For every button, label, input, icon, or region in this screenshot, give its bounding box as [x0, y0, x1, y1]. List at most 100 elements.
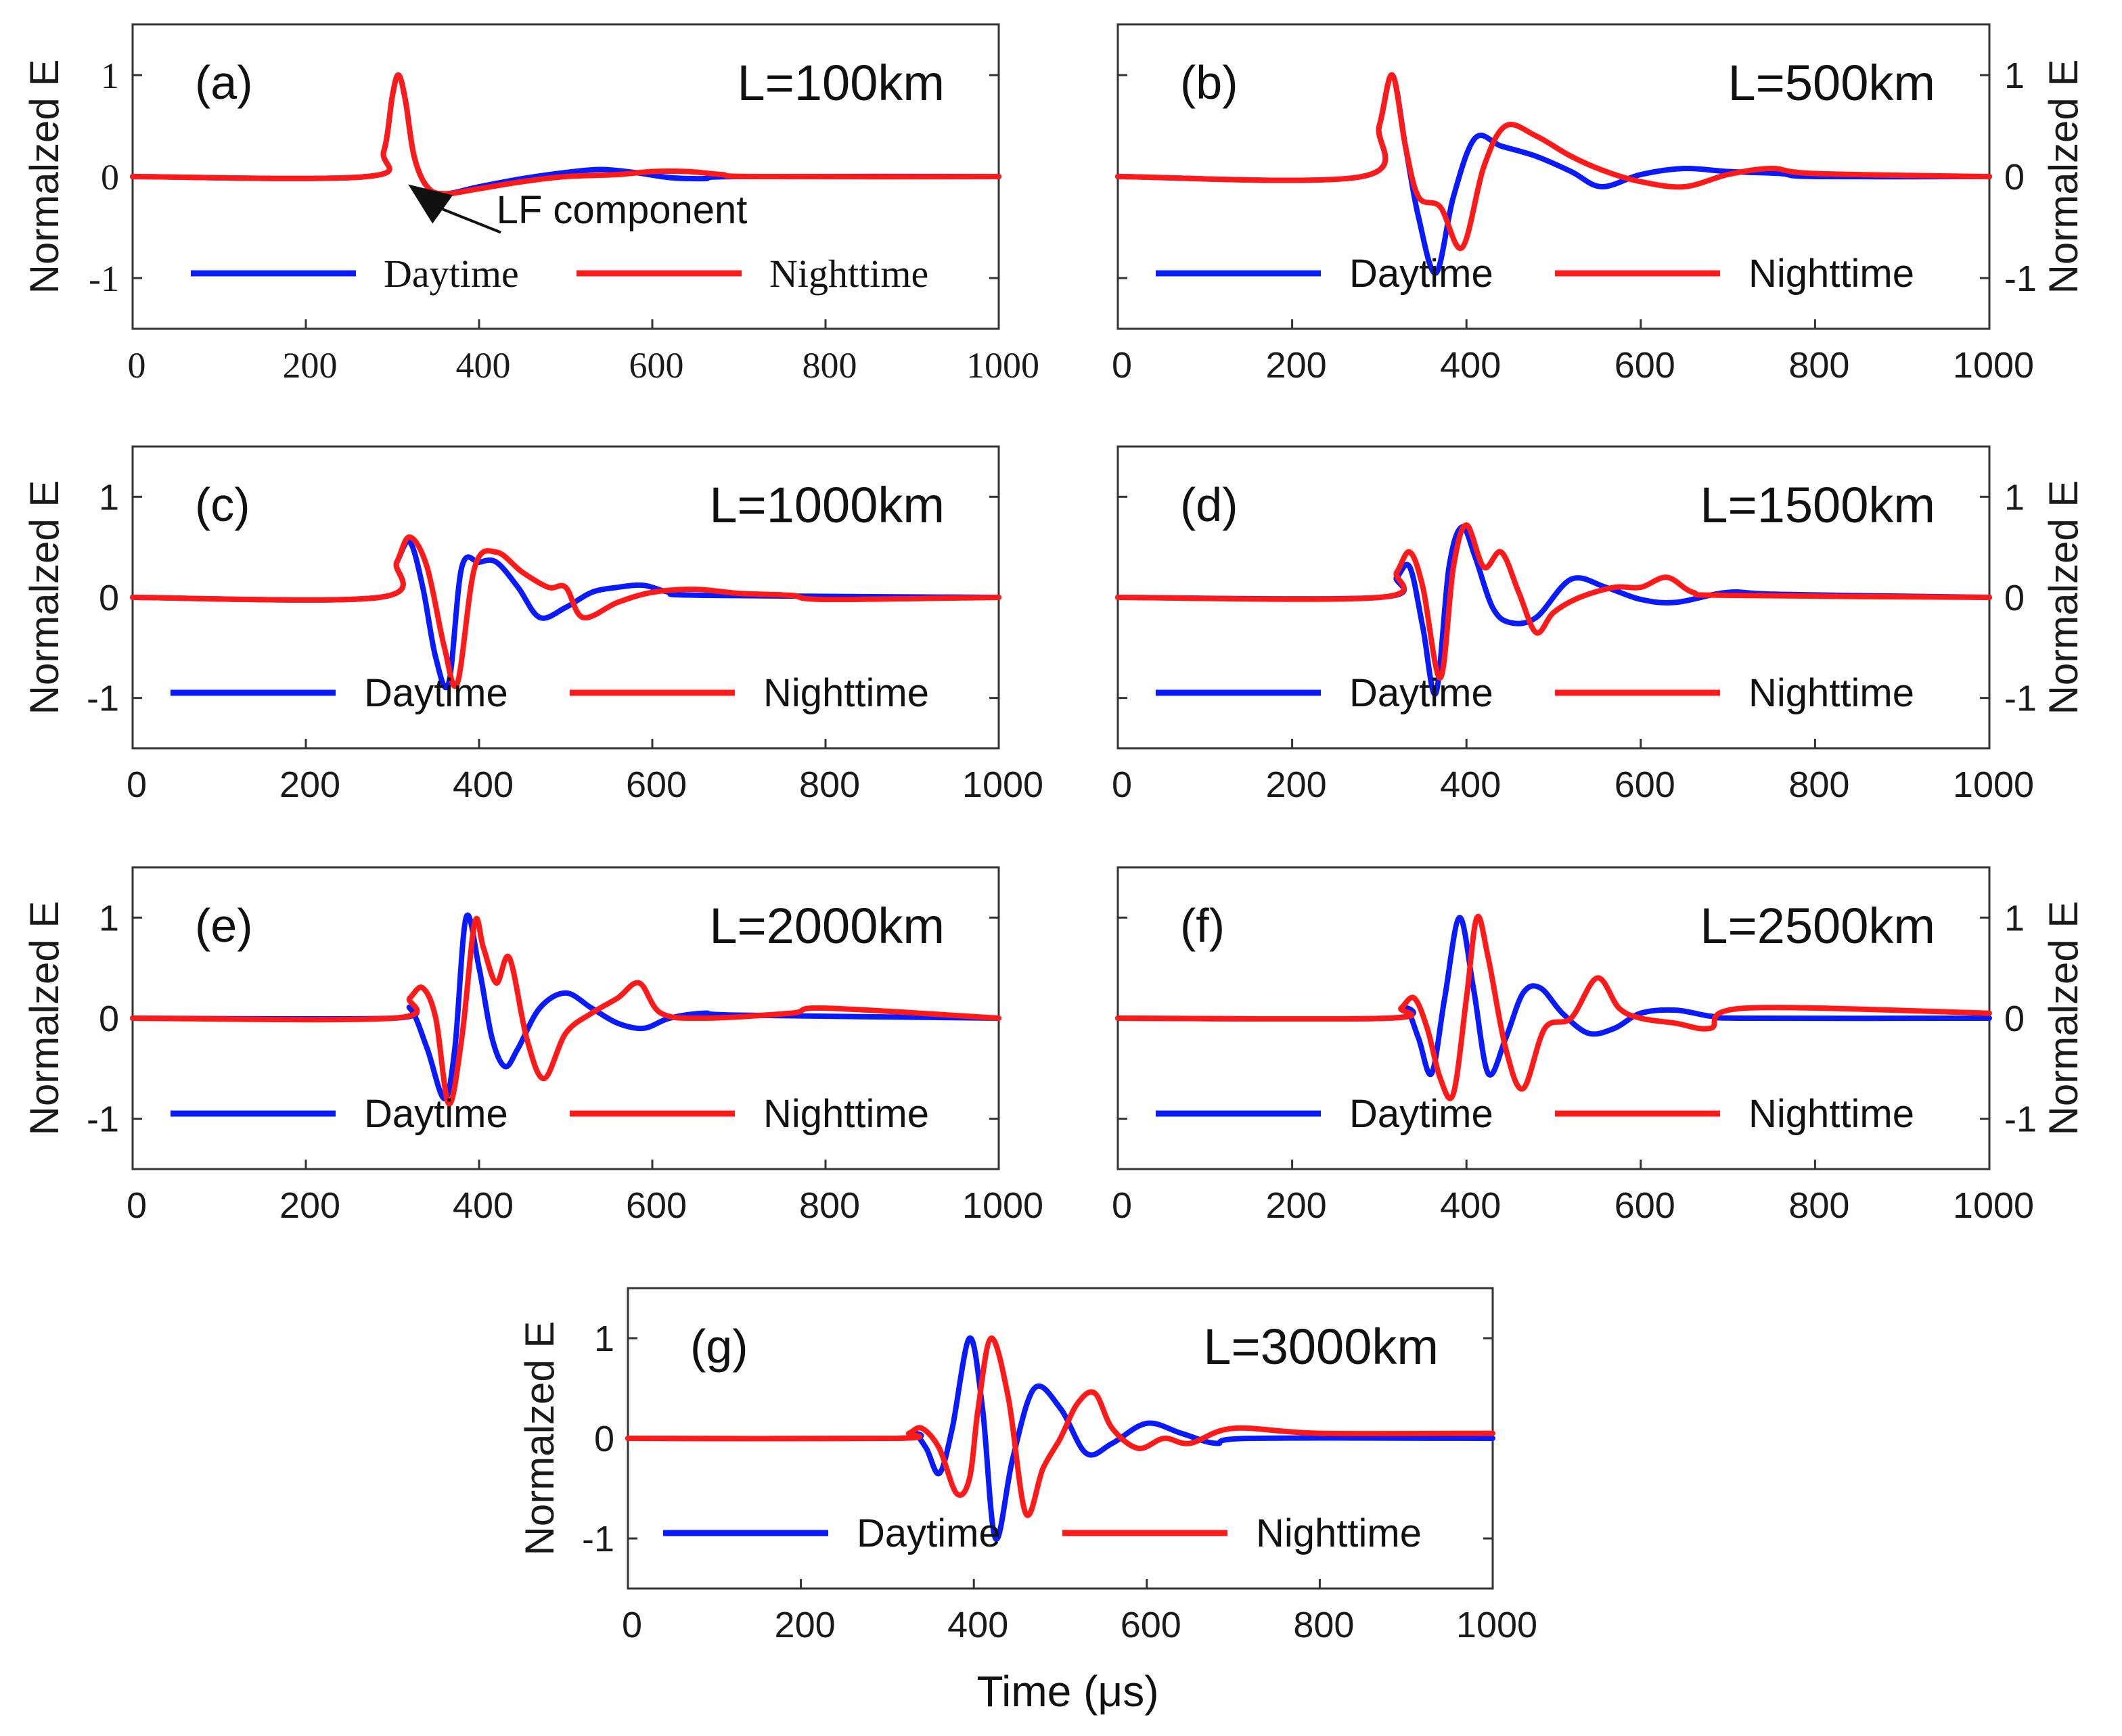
y-tick-label: 1 — [2004, 477, 2025, 518]
panel-label: (f) — [1180, 899, 1225, 952]
panel-label: (b) — [1180, 56, 1238, 109]
legend-label-daytime: Daytime — [1349, 671, 1493, 715]
y-tick-label: 1 — [2004, 898, 2025, 938]
x-tick-label: 600 — [1615, 764, 1675, 805]
series-line-nighttime — [1115, 913, 1992, 1101]
x-tick-label: 400 — [453, 764, 514, 805]
x-tick-label: 400 — [453, 1185, 514, 1226]
series-line-nighttime — [130, 534, 1001, 689]
x-tick-label: 0 — [127, 764, 147, 805]
y-axis-label: Normalzed E — [22, 480, 67, 715]
x-tick-label: 200 — [1266, 1185, 1327, 1226]
panel-f: 1 0 -1 0 200 400 600 800 1000 Normalzed E (f) L=250… — [1112, 866, 2086, 1226]
x-tick-label: 1000 — [1953, 1185, 2034, 1226]
x-tick-label: 800 — [1788, 345, 1849, 386]
y-tick-label: 1 — [2004, 55, 2025, 96]
y-tick-label: -1 — [2004, 679, 2037, 719]
x-tick-label: 400 — [947, 1605, 1008, 1645]
x-tick-label: 400 — [1440, 764, 1501, 805]
legend-label-daytime: Daytime — [857, 1511, 1001, 1555]
y-tick-label: -1 — [87, 1099, 119, 1140]
x-tick-label: 600 — [1615, 345, 1675, 386]
legend-label-nighttime: Nighttime — [763, 671, 929, 715]
legend-label-daytime: Daytime — [1349, 252, 1493, 296]
panel-label: (a) — [195, 56, 253, 109]
x-tick-label: 1000 — [962, 1185, 1043, 1226]
x-tick-label: 0 — [1112, 764, 1132, 805]
panel-g: 1 0 -1 0 200 400 600 800 1000 Normalzed E (g) L=300… — [517, 1287, 1537, 1645]
x-tick-label: 200 — [279, 764, 340, 805]
legend-label-nighttime: Nighttime — [763, 1092, 929, 1136]
x-axis-label: Time (μs) — [976, 1667, 1158, 1716]
y-tick-label: 1 — [594, 1319, 614, 1359]
x-tick-label: 600 — [1615, 1185, 1675, 1226]
x-tick-label: 0 — [128, 345, 146, 386]
panel-b: 1 0 -1 0 200 400 600 800 1000 Normalzed E (b) L=500… — [1112, 23, 2086, 386]
x-tick-label: 600 — [629, 345, 684, 386]
x-tick-label: 1000 — [1953, 345, 2034, 386]
distance-label: L=3000km — [1203, 1319, 1439, 1375]
series-line-nighttime — [1115, 72, 1992, 252]
x-tick-label: 0 — [1112, 345, 1132, 386]
x-tick-label: 0 — [622, 1605, 642, 1645]
distance-label: L=1000km — [709, 477, 945, 533]
x-tick-label: 200 — [279, 1185, 340, 1226]
x-tick-label: 800 — [799, 1185, 860, 1226]
x-tick-label: 0 — [1112, 1185, 1132, 1226]
x-tick-label: 600 — [1121, 1605, 1181, 1645]
x-tick-label: 200 — [775, 1605, 836, 1645]
y-tick-label: 0 — [2004, 578, 2025, 618]
y-tick-label: 0 — [99, 578, 119, 618]
y-tick-label: 1 — [99, 477, 119, 518]
y-tick-label: -1 — [582, 1519, 614, 1559]
legend-label-daytime: Daytime — [384, 252, 519, 296]
x-tick-label: 1000 — [1456, 1605, 1537, 1645]
y-tick-label: 0 — [2004, 999, 2025, 1039]
x-tick-label: 400 — [1440, 345, 1501, 386]
series-line-nighttime — [1115, 522, 1992, 681]
x-tick-label: 1000 — [1953, 764, 2034, 805]
y-axis-label: Normalzed E — [2041, 901, 2086, 1136]
y-tick-label: 1 — [99, 898, 119, 938]
y-tick-label: 0 — [99, 999, 119, 1039]
distance-label: L=1500km — [1700, 477, 1935, 533]
x-tick-label: 200 — [1266, 345, 1327, 386]
x-tick-label: 800 — [1788, 764, 1849, 805]
x-tick-label: 600 — [626, 1185, 687, 1226]
y-tick-label: 0 — [594, 1419, 614, 1459]
y-axis-label: Normalzed E — [2041, 480, 2086, 715]
x-tick-label: 400 — [456, 345, 511, 386]
x-tick-label: 800 — [1293, 1605, 1354, 1645]
x-tick-label: 400 — [1440, 1185, 1501, 1226]
x-tick-label: 200 — [1266, 764, 1327, 805]
y-axis-label: Normalzed E — [517, 1321, 562, 1556]
panel-label: (c) — [195, 478, 250, 531]
panel-label: (d) — [1180, 478, 1238, 531]
x-tick-label: 1000 — [962, 764, 1043, 805]
y-tick-label: -1 — [2004, 1099, 2037, 1140]
legend-label-nighttime: Nighttime — [1748, 1092, 1914, 1136]
x-tick-label: 1000 — [966, 345, 1039, 386]
distance-label: L=100km — [738, 55, 945, 111]
y-axis-label: Normalzed E — [22, 60, 67, 294]
distance-label: L=500km — [1728, 55, 1935, 111]
x-tick-label: 200 — [283, 345, 338, 386]
legend-label-nighttime: Nighttime — [1748, 671, 1914, 715]
panel-a: 1 0 -1 0 200 400 600 800 1000 Normalzed E (a) L=100… — [22, 23, 1039, 386]
y-tick-label: 0 — [101, 157, 119, 198]
panel-e: 1 0 -1 0 200 400 600 800 1000 Normalzed E (e) L=200… — [22, 866, 1043, 1226]
x-tick-label: 800 — [799, 764, 860, 805]
y-axis-label: Normalzed E — [22, 901, 67, 1136]
legend-label-nighttime: Nighttime — [1748, 252, 1914, 296]
x-tick-label: 600 — [626, 764, 687, 805]
y-tick-label: 1 — [101, 55, 119, 96]
series-line-nighttime — [130, 915, 1001, 1107]
annotation-text: LF component — [497, 188, 748, 232]
distance-label: L=2500km — [1700, 898, 1935, 954]
legend-label-nighttime: Nighttime — [769, 252, 928, 296]
panel-label: (g) — [690, 1320, 748, 1373]
distance-label: L=2000km — [709, 898, 945, 954]
y-axis-label: Normalzed E — [2041, 60, 2086, 294]
